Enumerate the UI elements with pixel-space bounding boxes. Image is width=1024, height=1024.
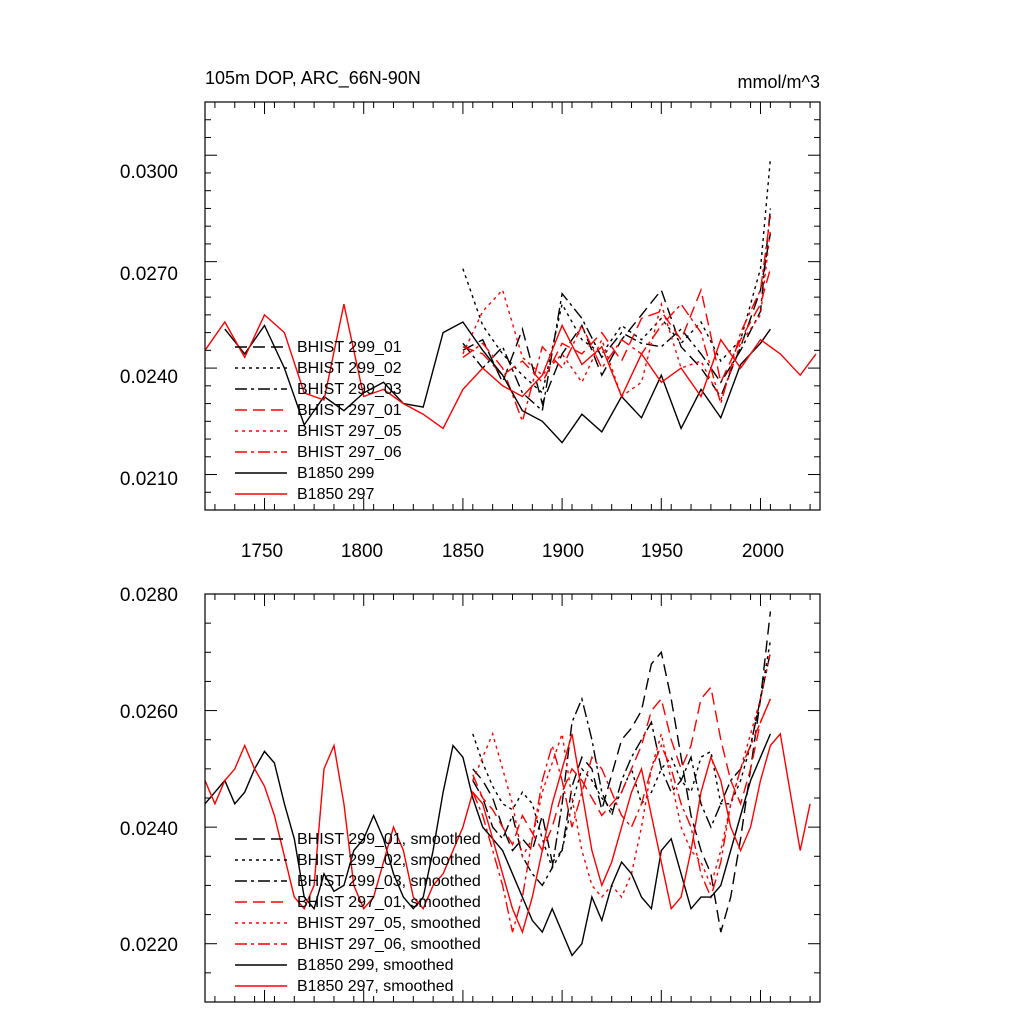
series-line-4 [462,268,772,385]
series-line-3 [462,208,772,413]
series-line-7 [224,321,771,444]
legend-label: BHIST 297_06 [297,444,402,461]
top-panel: 105m DOP, ARC_66N-90N mmol/m^3 0.0300 0.… [120,68,821,562]
series-line-2 [462,158,772,395]
top-ytick-label: 0.0210 [120,469,178,490]
series-line-4 [472,685,772,853]
xtick-label: 1800 [341,541,383,562]
series-line-8 [204,304,817,430]
legend-label: BHIST 297_01 [297,402,402,419]
legend-label: BHIST 299_02, smoothed [297,852,481,869]
top-y-axis-labels: 0.0300 0.0270 0.0240 0.0210 [120,162,178,490]
bottom-ytick-label: 0.0240 [120,819,178,840]
xtick-label: 2000 [742,541,784,562]
legend-label: BHIST 299_01 [297,339,402,356]
xtick-label: 1900 [542,541,584,562]
legend-label: B1850 297, smoothed [297,978,454,995]
top-ytick-label: 0.0270 [120,264,178,285]
bottom-y-axis-labels: 0.0280 0.0260 0.0240 0.0220 [120,585,178,956]
bottom-series-group [204,611,811,957]
bottom-ytick-label: 0.0280 [120,585,178,606]
top-x-axis-labels: 1750 1800 1850 1900 1950 2000 [241,541,784,562]
bottom-panel: 0.0280 0.0260 0.0240 0.0220 BHIST 299_01… [120,585,821,1003]
top-chart-title: 105m DOP, ARC_66N-90N [205,68,421,89]
series-line-5 [472,652,772,899]
legend-label: BHIST 297_05 [297,423,402,440]
series-line-1 [472,611,772,933]
top-legend: BHIST 299_01 BHIST 299_02 BHIST 299_03 B… [235,339,402,503]
legend-label: B1850 299 [297,465,375,482]
xtick-label: 1950 [641,541,683,562]
top-ytick-label: 0.0300 [120,162,178,183]
series-line-3 [472,652,772,887]
bottom-plot-frame [204,593,821,1003]
series-line-8 [204,732,811,935]
legend-label: B1850 297 [297,486,375,503]
legend-label: B1850 299, smoothed [297,957,454,974]
series-line-6 [472,698,772,933]
bottom-ytick-label: 0.0220 [120,935,178,956]
bottom-ytick-label: 0.0260 [120,702,178,723]
series-line-6 [462,215,772,424]
series-line-1 [462,233,772,406]
legend-label: BHIST 297_01, smoothed [297,894,481,911]
top-series-group [204,158,817,444]
xtick-label: 1850 [442,541,484,562]
legend-label: BHIST 297_05, smoothed [297,915,481,932]
top-ytick-label: 0.0240 [120,367,178,388]
legend-label: BHIST 299_02 [297,360,402,377]
bottom-axis-ticks [205,593,820,1003]
top-plot-frame [204,101,821,511]
legend-label: BHIST 299_03, smoothed [297,873,481,890]
legend-label: BHIST 299_01, smoothed [297,831,481,848]
legend-label: BHIST 297_06, smoothed [297,936,481,953]
top-chart-units: mmol/m^3 [738,72,820,92]
series-line-7 [204,733,772,957]
xtick-label: 1750 [241,541,283,562]
legend-label: BHIST 299_03 [297,381,402,398]
bottom-legend: BHIST 299_01, smoothed BHIST 299_02, smo… [235,831,481,995]
